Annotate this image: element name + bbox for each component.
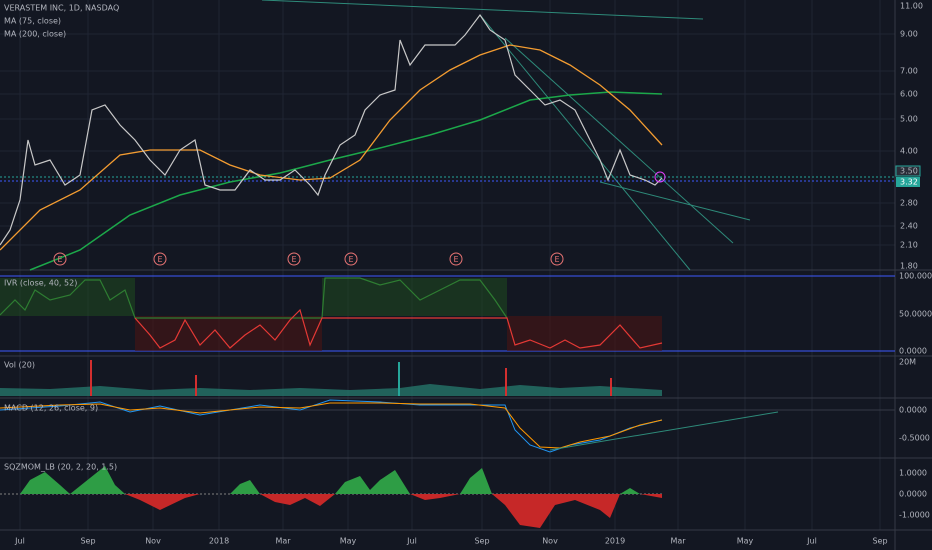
ivr-line-low <box>134 308 663 349</box>
earnings-label: E <box>57 255 62 264</box>
grid <box>0 0 895 530</box>
price-axis-label: 5.00 <box>900 115 918 124</box>
macd-trend-line <box>549 411 779 451</box>
price-marker <box>895 165 921 177</box>
price-axis-label: 2.40 <box>900 222 918 231</box>
pane-title: SQZMOM_LB (20, 2, 20, 1.5) <box>4 463 117 472</box>
price-axis-label: 4.00 <box>900 147 918 156</box>
pane-axis-label: 0.0000 <box>899 490 927 499</box>
time-axis-label: May <box>340 537 357 546</box>
price-axis-label: 3.32 <box>900 178 918 187</box>
price-axis-label: 2.10 <box>900 241 918 250</box>
study-label: MA (200, close) <box>4 30 66 39</box>
price-axis-label: 7.00 <box>900 67 918 76</box>
earnings-marker <box>153 252 167 266</box>
ivr-high-zone <box>0 278 135 316</box>
trend-lines <box>261 0 751 271</box>
pane-axis-label: 0.0000 <box>899 347 927 356</box>
time-axis-label: May <box>737 537 754 546</box>
time-axis-label: Sep <box>474 537 489 546</box>
price-axis-label: 3.50 <box>900 167 918 176</box>
time-axis-label: Jul <box>14 537 25 546</box>
time-axis-label: Jul <box>806 537 817 546</box>
symbol-title: VERASTEM INC, 1D, NASDAQ <box>4 4 119 13</box>
price-axis-label: 6.00 <box>900 90 918 99</box>
ivr-high-zone <box>322 278 507 316</box>
study-label: MA (75, close) <box>4 17 61 26</box>
price-axis-label: 11.00 <box>900 2 923 11</box>
alert-circle <box>654 171 666 183</box>
ma-200 <box>29 91 663 271</box>
time-axis-label: 2018 <box>209 537 229 546</box>
pane-axis-label: -1.0000 <box>899 511 930 520</box>
pane-axis-label: 50.0000 <box>899 310 932 319</box>
signal-line <box>0 402 663 449</box>
price-series <box>0 13 663 246</box>
time-axis-label: 2019 <box>605 537 625 546</box>
pane-title: Vol (20) <box>4 361 35 370</box>
price-axis-label: 1.80 <box>900 262 918 271</box>
pane-axis-label: 1.0000 <box>899 469 927 478</box>
pane-axis-label: 100.0000 <box>899 272 932 281</box>
time-axis-label: Mar <box>670 537 686 546</box>
price-marker <box>896 177 920 187</box>
time-axis-label: Mar <box>275 537 291 546</box>
momentum-positive <box>20 466 640 494</box>
ivr-line-high <box>0 277 508 319</box>
price-axis-label: 2.80 <box>900 199 918 208</box>
earnings-label: E <box>348 255 353 264</box>
earnings-label: E <box>453 255 458 264</box>
earnings-marker <box>449 252 463 266</box>
pane-axis-label: 20M <box>899 358 916 367</box>
ivr-low-zone <box>507 316 662 351</box>
earnings-marker <box>287 252 301 266</box>
earnings-label: E <box>554 255 559 264</box>
pane-axis-label: 0.0000 <box>899 406 927 415</box>
ma-75 <box>0 44 663 251</box>
pane-title: MACD (12, 26, close, 9) <box>4 404 98 413</box>
earnings-label: E <box>291 255 296 264</box>
pane-title: IVR (close, 40, 52) <box>4 279 77 288</box>
time-axis-label: Sep <box>872 537 887 546</box>
time-axis-label: Nov <box>145 537 161 546</box>
earnings-marker <box>344 252 358 266</box>
earnings-marker <box>550 252 564 266</box>
time-axis-label: Jul <box>406 537 417 546</box>
momentum-negative <box>125 494 662 528</box>
time-axis-label: Sep <box>80 537 95 546</box>
price-axis-label: 9.00 <box>900 30 918 39</box>
earnings-marker <box>53 252 67 266</box>
volume-bars <box>0 360 662 396</box>
earnings-label: E <box>157 255 162 264</box>
time-axis-label: Nov <box>542 537 558 546</box>
pane-axis-label: -0.5000 <box>899 434 930 443</box>
